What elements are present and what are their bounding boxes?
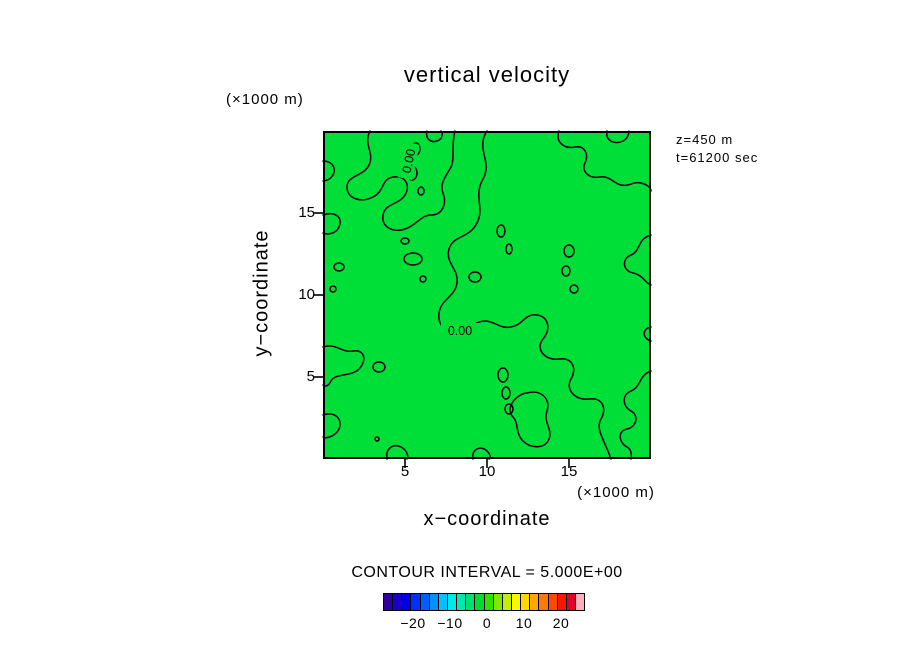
colorbar-cell [575, 594, 585, 610]
x-axis-units-label: (×1000 m) [577, 484, 655, 501]
height-annotation: z=450 m [676, 132, 734, 147]
colorbar-cell [475, 594, 485, 610]
time-annotation: t=61200 sec [676, 150, 759, 165]
plot-frame [323, 131, 651, 459]
contour-label-text: 0.00 [400, 148, 419, 175]
y-tick-label-5: 5 [306, 368, 315, 385]
colorbar-cell [466, 594, 476, 610]
y-axis-units-label: (×1000 m) [226, 91, 304, 108]
colorbar [383, 593, 585, 611]
level-annotations: z=450 m t=61200 sec [676, 131, 758, 167]
axis-ticks [314, 212, 570, 468]
y-tick-label-10: 10 [298, 286, 315, 303]
colorbar-cell [402, 594, 412, 610]
colorbar-cell [557, 594, 567, 610]
colorbar-cell [502, 594, 512, 610]
x-tick-label-10: 10 [478, 463, 496, 480]
colorbar-tick-label: 0 [482, 615, 492, 631]
colorbar-ticks: −20 −10 0 10 20 [383, 615, 583, 633]
contour-label-text: 0.00 [448, 324, 472, 338]
colorbar-cell [530, 594, 540, 610]
x-tick-label-15: 15 [560, 463, 578, 480]
colorbar-cell [411, 594, 421, 610]
colorbar-tick-label: −20 [400, 615, 426, 631]
contour-plot: 0.00 0.00 [314, 130, 652, 468]
plot-fill [323, 131, 651, 459]
colorbar-cell [438, 594, 448, 610]
y-tick-label-15: 15 [298, 204, 315, 221]
colorbar-tick-label: 20 [552, 615, 570, 631]
colorbar-tick-label: −10 [437, 615, 463, 631]
colorbar-cell [384, 594, 394, 610]
contour-label-center: 0.00 [441, 323, 479, 338]
colorbar-cell [393, 594, 403, 610]
colorbar-tick-label: 10 [515, 615, 533, 631]
colorbar-cell [493, 594, 503, 610]
colorbar-cell [539, 594, 549, 610]
contour-interval-label: CONTOUR INTERVAL = 5.000E+00 [351, 564, 623, 581]
colorbar-cell [447, 594, 458, 610]
contour-label-upper: 0.00 [397, 141, 420, 181]
colorbar-cell [521, 594, 531, 610]
colorbar-cell [484, 594, 494, 610]
y-axis-label: y−coordinate [250, 229, 273, 357]
colorbar-cell [511, 594, 522, 610]
colorbar-cell [566, 594, 576, 610]
x-tick-label-5: 5 [400, 463, 410, 480]
x-axis-label: x−coordinate [423, 508, 551, 530]
colorbar-cell [420, 594, 430, 610]
colorbar-cell [429, 594, 439, 610]
colorbar-cell [548, 594, 558, 610]
chart-title: vertical velocity [403, 62, 571, 87]
colorbar-cell [457, 594, 467, 610]
